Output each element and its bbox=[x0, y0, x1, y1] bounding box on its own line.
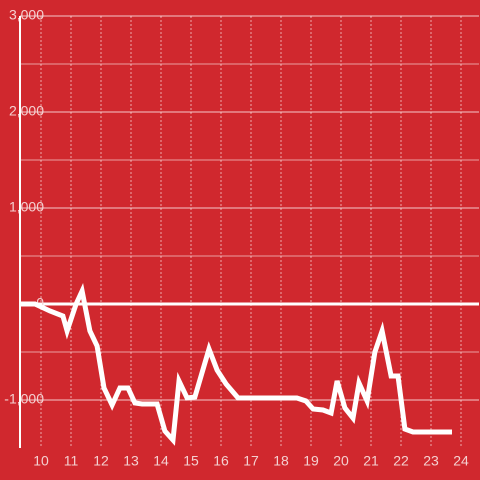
x-tick-label: 22 bbox=[393, 453, 409, 469]
x-tick-label: 18 bbox=[273, 453, 289, 469]
x-tick-label: 24 bbox=[453, 453, 469, 469]
y-tick-label: 0 bbox=[36, 295, 44, 311]
x-tick-label: 12 bbox=[93, 453, 109, 469]
y-tick-label: -1,000 bbox=[4, 391, 44, 407]
x-tick-label: 14 bbox=[153, 453, 169, 469]
y-tick-label: 2,000 bbox=[9, 103, 44, 119]
x-tick-label: 15 bbox=[183, 453, 199, 469]
y-tick-label: 1,000 bbox=[9, 199, 44, 215]
x-tick-label: 16 bbox=[213, 453, 229, 469]
y-tick-label: 3,000 bbox=[9, 7, 44, 23]
x-tick-label: 19 bbox=[303, 453, 319, 469]
x-tick-label: 23 bbox=[423, 453, 439, 469]
x-tick-label: 17 bbox=[243, 453, 259, 469]
x-tick-label: 10 bbox=[33, 453, 49, 469]
x-tick-label: 11 bbox=[64, 453, 79, 469]
x-tick-label: 20 bbox=[333, 453, 349, 469]
x-tick-label: 21 bbox=[363, 453, 379, 469]
x-tick-label: 13 bbox=[123, 453, 139, 469]
data-line bbox=[20, 282, 452, 446]
